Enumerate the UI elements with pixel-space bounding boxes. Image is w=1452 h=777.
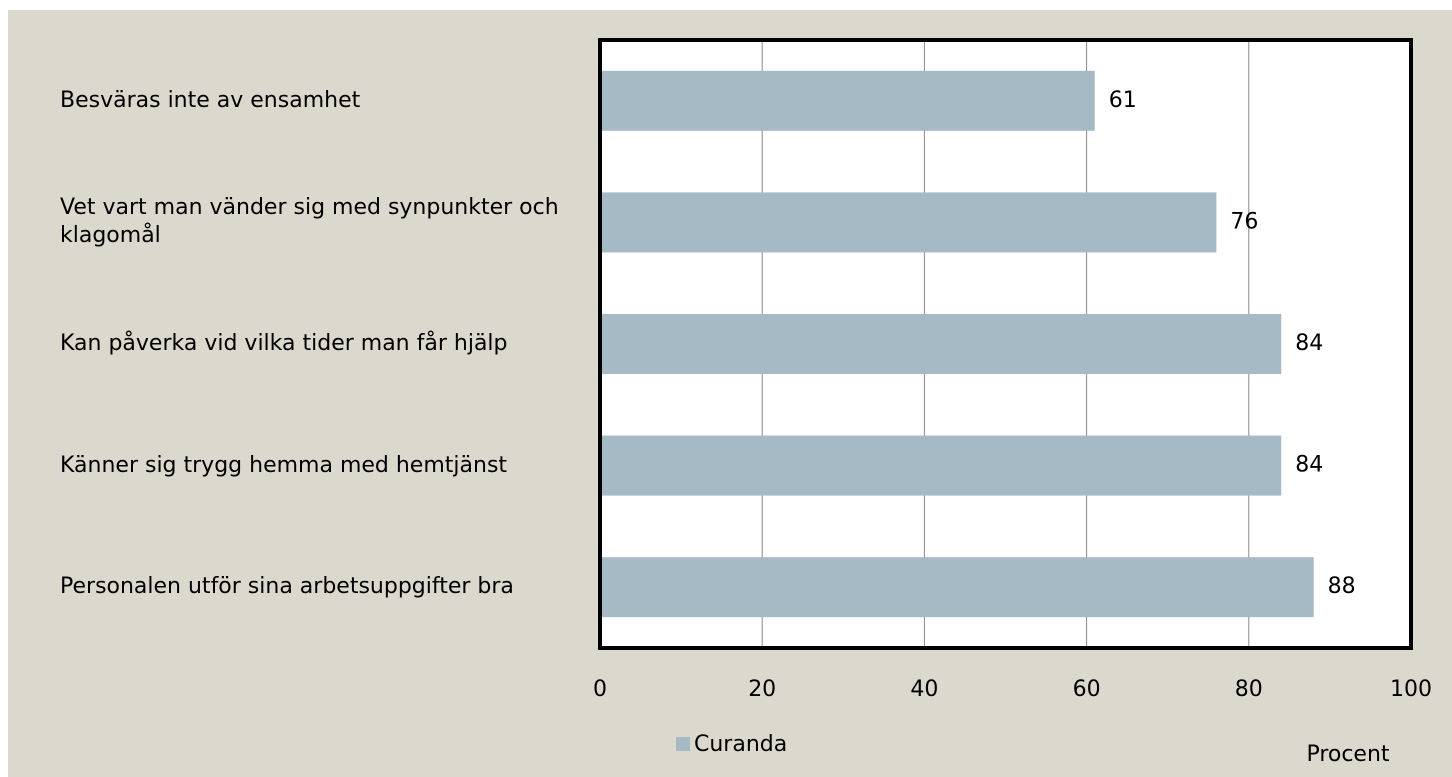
- category-label: Vet vart man vänder sig med synpunkter o…: [60, 195, 559, 249]
- plot-border: [598, 38, 1413, 650]
- value-label: 84: [1295, 453, 1323, 478]
- x-axis-label: Procent: [1306, 742, 1389, 767]
- category-label-box: Personalen utför sina arbetsuppgifter br…: [60, 547, 570, 627]
- category-label-wrap: Vet vart man vänder sig med synpunkter o…: [60, 182, 570, 262]
- category-label: Kan påverka vid vilka tider man får hjäl…: [60, 331, 508, 356]
- legend-label: Curanda: [694, 732, 787, 757]
- category-label: Besväras inte av ensamhet: [60, 87, 361, 113]
- legend-swatch: [676, 737, 690, 751]
- category-label-wrap: Kan påverka vid vilka tider man får hjäl…: [60, 304, 570, 384]
- bar: [600, 314, 1282, 374]
- category-label-box: Kan påverka vid vilka tider man får hjäl…: [60, 304, 570, 384]
- value-label: 61: [1109, 88, 1137, 113]
- value-label: 76: [1230, 209, 1258, 234]
- value-label: 88: [1328, 574, 1356, 599]
- category-label-box: Känner sig trygg hemma med hemtjänst: [60, 426, 570, 506]
- bar: [600, 557, 1314, 618]
- value-label: 84: [1295, 331, 1323, 356]
- category-label-wrap: Besväras inte av ensamhet: [60, 61, 570, 141]
- bar: [600, 70, 1095, 131]
- category-label-box: Vet vart man vänder sig med synpunkter o…: [60, 182, 570, 262]
- x-tick-label: 80: [1235, 677, 1263, 702]
- x-tick-label: 40: [910, 677, 938, 702]
- bar: [600, 435, 1282, 496]
- category-label: Känner sig trygg hemma med hemtjänst: [60, 452, 508, 478]
- category-label-wrap: Känner sig trygg hemma med hemtjänst: [60, 426, 570, 506]
- bar: [600, 192, 1217, 253]
- category-label: Personalen utför sina arbetsuppgifter br…: [60, 574, 514, 600]
- x-tick-label: 100: [1390, 677, 1432, 702]
- x-tick-label: 60: [1073, 677, 1101, 702]
- x-tick-label: 0: [593, 677, 607, 702]
- category-label-box: Besväras inte av ensamhet: [60, 61, 570, 141]
- x-tick-label: 20: [748, 677, 776, 702]
- category-label-wrap: Personalen utför sina arbetsuppgifter br…: [60, 547, 570, 627]
